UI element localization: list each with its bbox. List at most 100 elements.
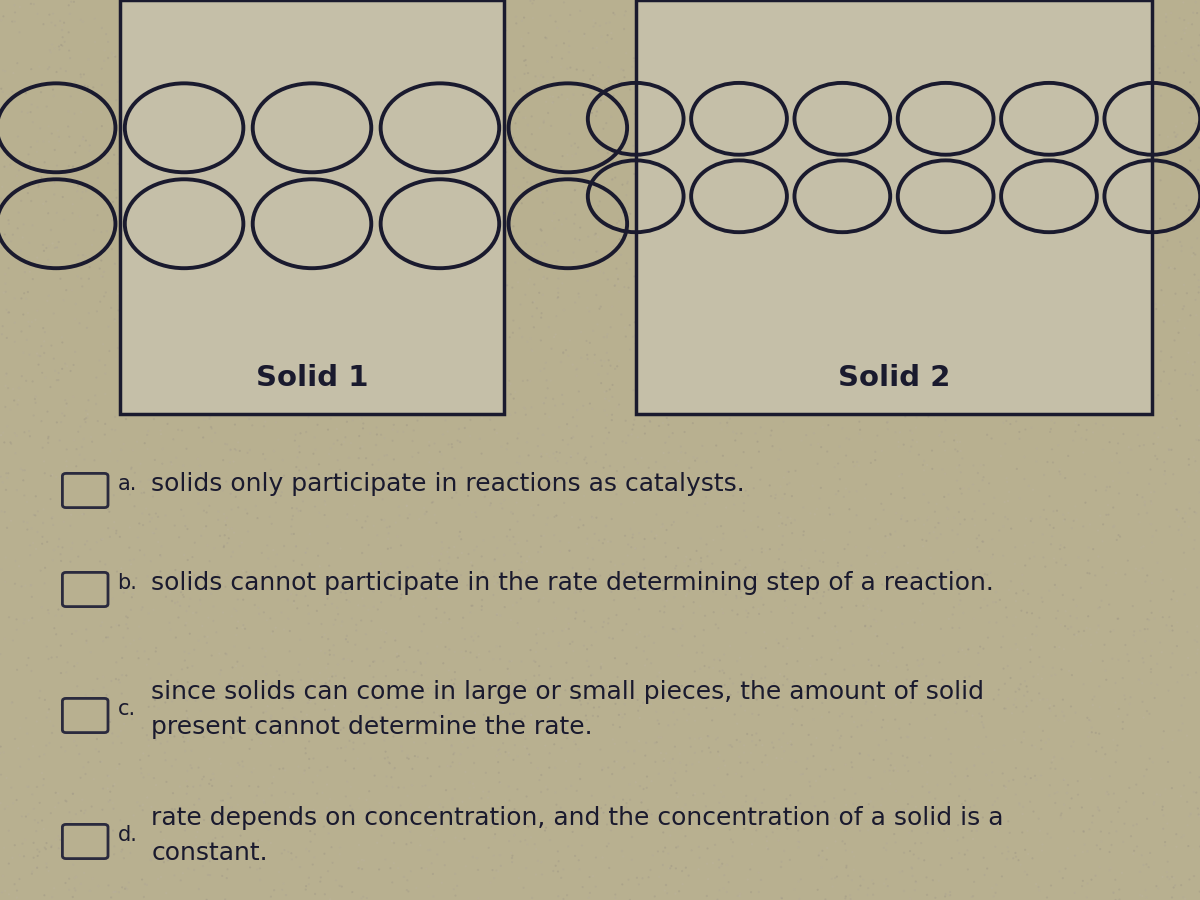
Point [697, 537, 716, 552]
Point [492, 265, 511, 279]
Point [826, 834, 845, 849]
Point [1049, 0, 1068, 14]
Point [476, 305, 496, 320]
Point [756, 641, 775, 655]
Point [18, 726, 37, 741]
Point [391, 798, 410, 813]
Point [773, 95, 792, 110]
Point [635, 540, 654, 554]
Point [331, 50, 350, 64]
Point [1181, 765, 1200, 779]
Point [1061, 58, 1080, 73]
Point [617, 111, 636, 125]
Point [678, 587, 697, 601]
Point [397, 499, 416, 513]
Point [853, 872, 872, 886]
Point [344, 742, 364, 756]
Point [284, 594, 304, 608]
Point [1169, 190, 1188, 204]
Point [448, 302, 467, 317]
Point [299, 598, 318, 613]
Point [224, 471, 244, 485]
Point [114, 631, 133, 645]
Point [919, 223, 938, 238]
Point [197, 505, 216, 519]
Point [696, 497, 715, 511]
Point [402, 299, 421, 313]
Point [504, 706, 523, 721]
Point [1180, 501, 1199, 516]
Point [463, 739, 482, 753]
Point [593, 536, 612, 551]
Point [836, 348, 856, 363]
Point [979, 109, 998, 123]
Point [0, 148, 17, 162]
Point [517, 175, 536, 189]
Point [127, 268, 146, 283]
Point [8, 393, 28, 408]
Point [523, 295, 542, 310]
Point [917, 9, 936, 23]
Point [583, 68, 602, 83]
Point [365, 260, 384, 274]
Point [200, 411, 220, 426]
Point [793, 58, 812, 72]
Point [774, 678, 793, 692]
Point [649, 716, 668, 731]
Point [998, 378, 1018, 392]
Point [638, 95, 658, 110]
Point [965, 798, 984, 813]
Point [156, 753, 175, 768]
Point [386, 62, 406, 77]
Point [358, 891, 377, 900]
Point [697, 454, 716, 469]
Point [25, 813, 44, 827]
Point [626, 381, 646, 395]
Point [298, 307, 317, 321]
Point [803, 187, 822, 202]
Point [124, 384, 143, 399]
Point [854, 148, 874, 162]
Point [952, 2, 971, 16]
Point [780, 674, 799, 688]
Point [1097, 508, 1116, 522]
Point [995, 738, 1014, 752]
Point [620, 672, 640, 687]
Point [84, 80, 103, 94]
Point [37, 857, 56, 871]
Point [546, 760, 565, 775]
Point [130, 119, 149, 133]
Point [601, 824, 620, 838]
Point [710, 292, 730, 307]
Point [730, 53, 749, 68]
Point [511, 591, 530, 606]
Point [292, 473, 311, 488]
Point [412, 112, 431, 127]
Point [822, 9, 841, 23]
Point [289, 665, 308, 680]
Point [322, 43, 341, 58]
Point [709, 652, 728, 666]
Point [654, 53, 673, 68]
Point [592, 662, 611, 676]
Point [124, 160, 143, 175]
Point [457, 684, 476, 698]
Point [254, 796, 274, 810]
Point [822, 362, 841, 376]
Point [106, 885, 125, 899]
Point [821, 140, 840, 154]
Point [461, 727, 480, 742]
Point [1097, 672, 1116, 687]
Point [1046, 116, 1066, 130]
Point [7, 56, 26, 70]
Point [377, 571, 396, 585]
Point [742, 33, 761, 48]
Point [764, 267, 784, 282]
Point [353, 361, 372, 375]
Point [338, 23, 358, 38]
Point [523, 11, 542, 25]
Point [772, 860, 791, 874]
Point [734, 266, 754, 281]
Point [47, 470, 66, 484]
Point [1104, 886, 1123, 900]
